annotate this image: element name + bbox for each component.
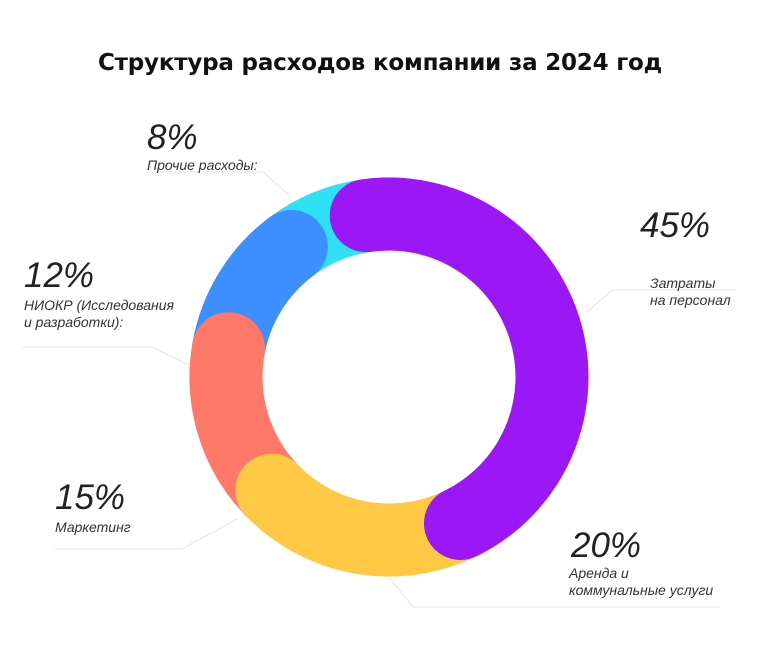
category-label-line: коммунальные услуги	[569, 582, 714, 598]
donut-slice-personnel	[329, 177, 589, 560]
leader-line-rnd	[22, 346, 190, 366]
donut-slice-cap-personnel	[329, 177, 437, 253]
percent-label-other: 8%	[147, 118, 198, 157]
category-label-other: Прочие расходы:	[147, 157, 258, 174]
percent-label-rent: 20%	[571, 526, 642, 565]
category-label-rent: Аренда и коммунальные услуги	[569, 565, 713, 599]
category-label-line: и разработки):	[24, 314, 124, 330]
leader-line-other	[147, 171, 290, 196]
category-label-line: Маркетинг	[55, 519, 131, 535]
chart-title: Структура расходов компании за 2024 год	[97, 50, 663, 76]
leader-line-personnel	[586, 289, 735, 313]
leader-line-rent	[389, 577, 720, 608]
category-label-line: Аренда и	[569, 565, 629, 581]
leader-line-marketing	[55, 518, 238, 550]
percent-label-personnel: 45%	[640, 206, 711, 245]
category-label-line: Прочие расходы:	[147, 157, 258, 173]
category-label-marketing: Маркетинг	[55, 519, 131, 536]
percent-label-marketing: 15%	[55, 478, 126, 517]
donut-slices	[189, 177, 589, 577]
leader-lines	[22, 171, 735, 608]
percent-label-rnd: 12%	[24, 256, 95, 295]
category-label-personnel: Затраты на персонал	[650, 275, 731, 309]
category-label-line: на персонал	[650, 292, 731, 308]
category-label-line: НИОКР (Исследования	[24, 297, 174, 313]
category-label-rnd: НИОКР (Исследования и разработки):	[24, 297, 174, 331]
category-label-line: Затраты	[650, 275, 716, 291]
